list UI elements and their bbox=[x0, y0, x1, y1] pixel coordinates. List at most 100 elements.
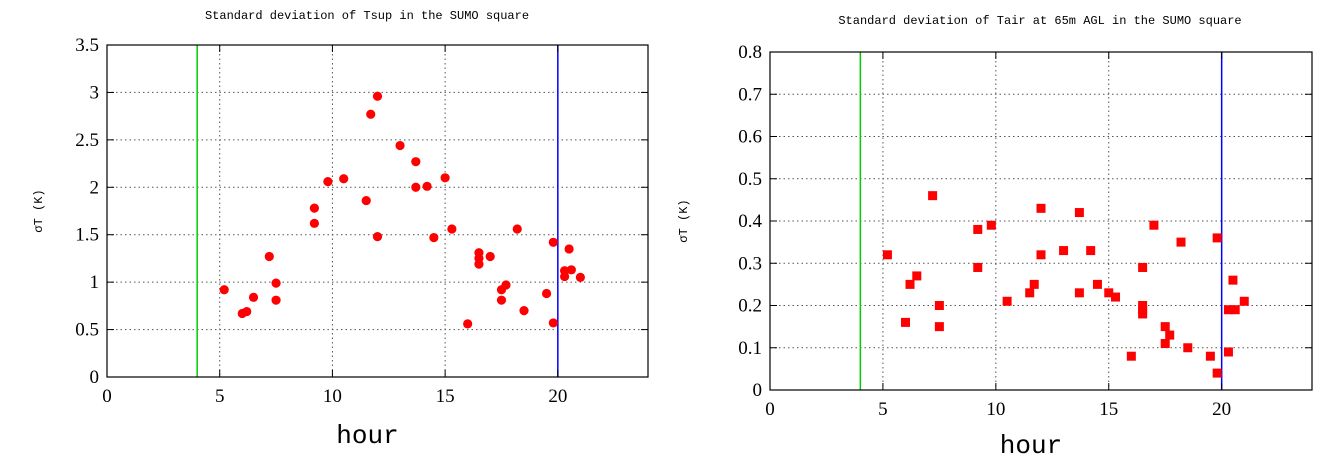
data-point bbox=[1086, 246, 1096, 256]
y-axis-label: σT (K) bbox=[677, 199, 691, 242]
data-point bbox=[361, 195, 371, 206]
data-point bbox=[519, 306, 529, 316]
data-point bbox=[1138, 262, 1148, 272]
data-point bbox=[1092, 279, 1102, 289]
data-point bbox=[485, 251, 495, 262]
data-point bbox=[1228, 275, 1238, 285]
data-point bbox=[548, 318, 558, 328]
data-point bbox=[264, 251, 274, 262]
y-tick-label: 3.5 bbox=[75, 35, 99, 56]
data-point bbox=[372, 232, 383, 242]
data-point bbox=[1212, 233, 1222, 243]
data-point bbox=[422, 181, 432, 191]
x-tick-label: 10 bbox=[323, 386, 342, 407]
chart-tsup: Standard deviation of Tsup in the SUMO s… bbox=[32, 9, 649, 451]
y-tick-label: 0.4 bbox=[738, 211, 762, 232]
data-point bbox=[912, 271, 922, 281]
data-point bbox=[1002, 296, 1012, 306]
data-point bbox=[366, 109, 376, 119]
data-point bbox=[219, 285, 229, 295]
y-tick-label: 1.5 bbox=[75, 225, 99, 246]
data-point bbox=[411, 157, 421, 167]
data-point bbox=[1126, 351, 1136, 361]
data-point bbox=[429, 232, 439, 243]
data-point bbox=[501, 280, 511, 290]
plot-frame bbox=[106, 44, 649, 378]
y-tick-label: 0.8 bbox=[738, 42, 762, 63]
data-point bbox=[1059, 246, 1069, 256]
data-point bbox=[1149, 220, 1159, 230]
y-tick-label: 1 bbox=[90, 272, 100, 293]
data-point bbox=[1205, 351, 1215, 361]
data-point bbox=[1104, 288, 1114, 298]
data-point bbox=[248, 292, 259, 302]
x-axis-label: hour bbox=[1000, 431, 1062, 458]
x-tick-label: 15 bbox=[1099, 399, 1118, 420]
data-point bbox=[1223, 305, 1233, 315]
data-point bbox=[463, 319, 473, 329]
data-point bbox=[575, 272, 585, 282]
y-tick-label: 0.6 bbox=[738, 127, 762, 148]
data-point bbox=[271, 278, 281, 288]
y-tick-label: 0 bbox=[90, 367, 100, 388]
y-tick-label: 3 bbox=[90, 82, 100, 103]
chart-title: Standard deviation of Tsup in the SUMO s… bbox=[205, 9, 529, 23]
y-tick-label: 0.7 bbox=[738, 84, 762, 105]
data-point bbox=[882, 250, 892, 260]
data-point bbox=[548, 237, 558, 247]
x-tick-label: 20 bbox=[1212, 399, 1231, 420]
x-axis-label: hour bbox=[336, 421, 398, 451]
data-point bbox=[973, 224, 983, 234]
data-point bbox=[271, 295, 281, 305]
data-point bbox=[564, 244, 574, 254]
data-point bbox=[372, 91, 383, 101]
data-point bbox=[559, 271, 570, 282]
x-tick-label: 15 bbox=[436, 386, 455, 407]
data-point bbox=[496, 295, 507, 305]
y-tick-label: 0.2 bbox=[738, 296, 762, 317]
data-point bbox=[447, 224, 457, 234]
x-tick-label: 5 bbox=[215, 386, 225, 407]
data-point bbox=[928, 191, 938, 201]
data-point bbox=[339, 174, 349, 184]
data-point bbox=[973, 262, 983, 272]
data-point bbox=[1036, 203, 1046, 213]
data-point bbox=[1230, 305, 1240, 315]
data-point bbox=[1160, 322, 1170, 332]
y-tick-label: 0.1 bbox=[738, 338, 762, 359]
data-point bbox=[1074, 208, 1084, 218]
data-point bbox=[323, 176, 333, 187]
data-point bbox=[1025, 288, 1035, 298]
data-point bbox=[242, 306, 252, 317]
data-point bbox=[1138, 309, 1148, 319]
data-point bbox=[934, 301, 944, 310]
data-point bbox=[1111, 292, 1121, 302]
data-point bbox=[395, 140, 405, 151]
x-tick-label: 0 bbox=[102, 386, 112, 407]
data-point bbox=[440, 173, 450, 183]
data-point bbox=[1183, 343, 1193, 353]
data-point bbox=[1165, 330, 1175, 340]
y-tick-label: 2.5 bbox=[75, 130, 99, 151]
y-tick-label: 0.5 bbox=[738, 169, 762, 190]
data-point bbox=[901, 317, 910, 327]
data-point bbox=[566, 265, 576, 275]
data-point bbox=[1212, 368, 1222, 378]
chart-title: Standard deviation of Tair at 65m AGL in… bbox=[838, 14, 1241, 28]
data-point bbox=[1074, 288, 1084, 298]
data-point bbox=[309, 218, 319, 228]
x-tick-label: 20 bbox=[548, 386, 567, 407]
y-tick-label: 0.5 bbox=[75, 320, 99, 341]
data-point bbox=[905, 279, 915, 289]
y-axis-label: σT (K) bbox=[32, 189, 46, 232]
data-point bbox=[934, 322, 944, 332]
data-point bbox=[474, 259, 484, 269]
y-tick-label: 0 bbox=[753, 380, 763, 401]
x-tick-label: 10 bbox=[986, 399, 1005, 420]
data-point bbox=[309, 203, 319, 213]
data-point bbox=[1029, 279, 1039, 289]
data-point bbox=[512, 224, 522, 234]
y-tick-label: 0.3 bbox=[738, 253, 762, 274]
y-tick-label: 2 bbox=[90, 177, 100, 198]
data-point bbox=[986, 220, 996, 230]
